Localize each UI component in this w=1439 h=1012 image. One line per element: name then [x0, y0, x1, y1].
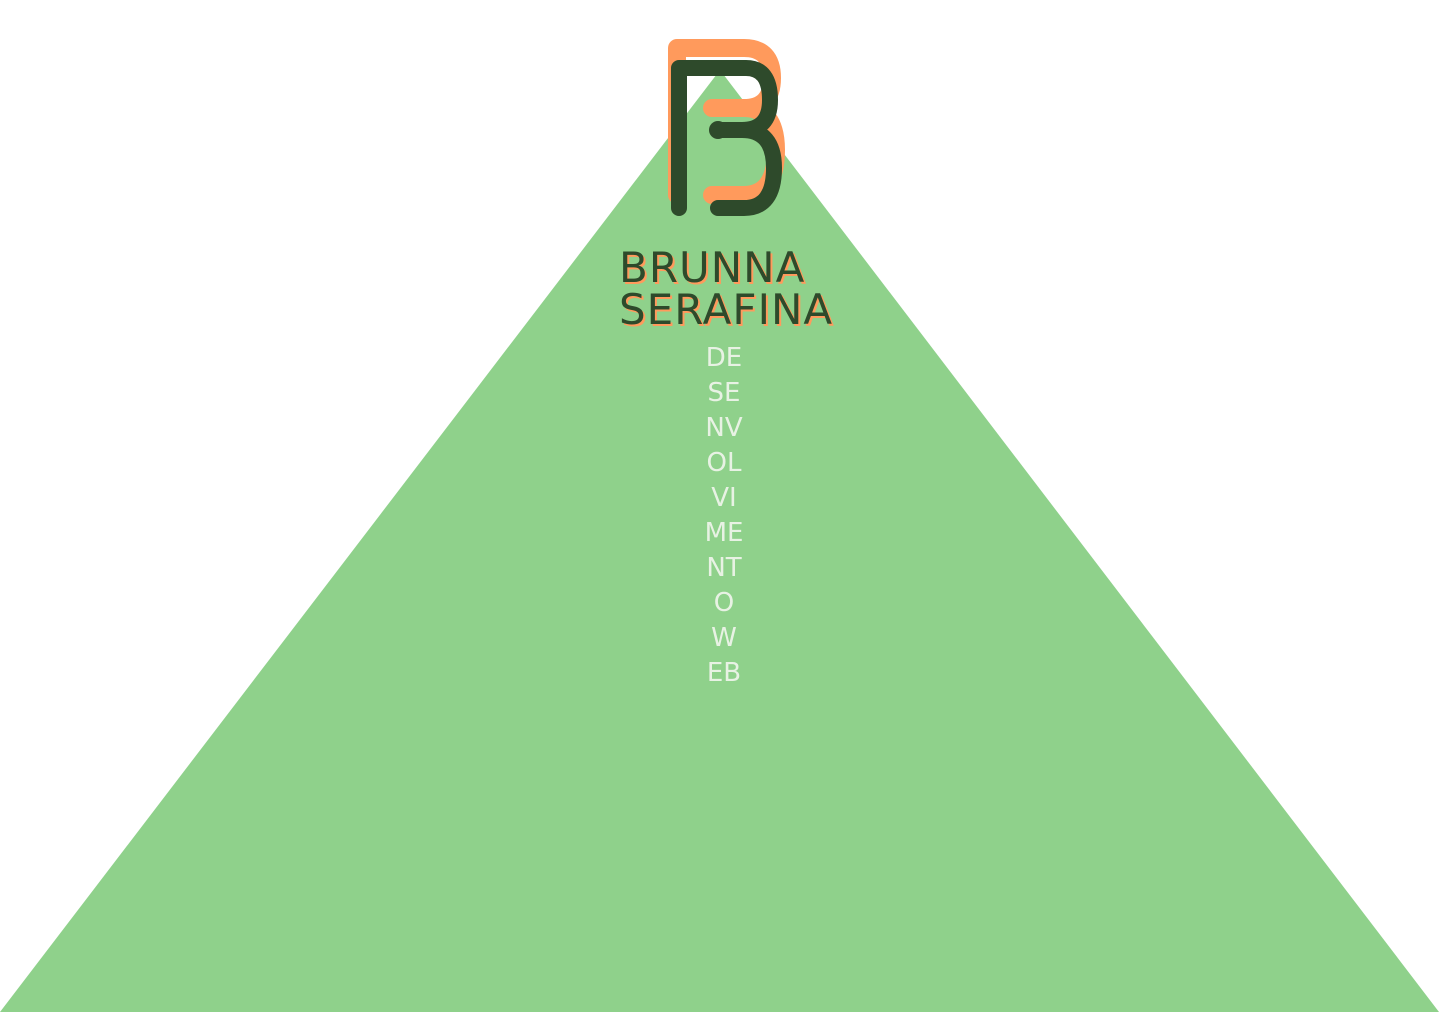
brand-name-last: SERAFINA	[619, 289, 819, 331]
logo-b-monogram	[660, 30, 790, 230]
tagline-vertical: DESENVOLVIMENTO WEB	[704, 341, 744, 691]
brand-name-first: BRUNNA	[619, 247, 819, 289]
